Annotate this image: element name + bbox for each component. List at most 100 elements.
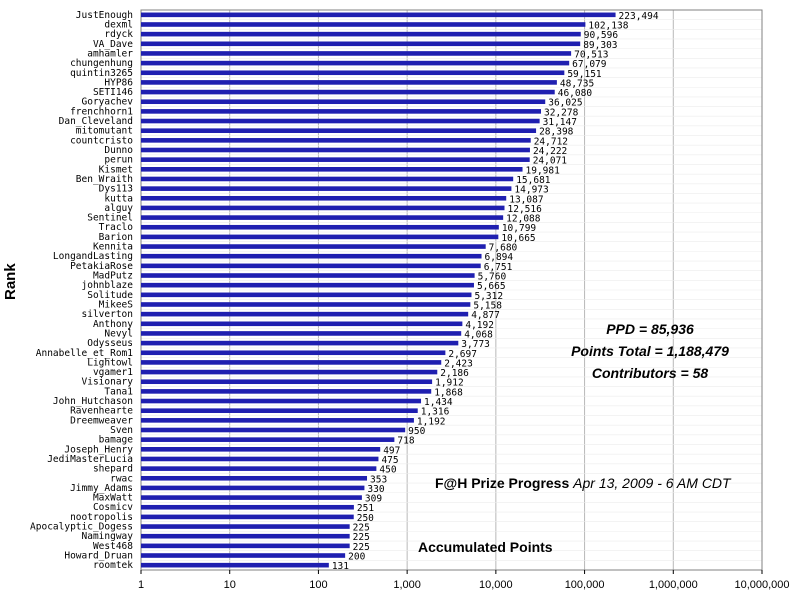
value-label-23: 10,665 bbox=[501, 233, 535, 244]
bar-46 bbox=[141, 456, 379, 462]
category-label-12: mitomutant bbox=[76, 126, 133, 137]
value-label-51: 251 bbox=[357, 503, 374, 514]
category-label-8: SETI146 bbox=[93, 87, 133, 98]
value-label-26: 6,751 bbox=[484, 262, 513, 273]
category-label-0: JustEnough bbox=[76, 10, 133, 21]
category-label-4: amhamler bbox=[87, 48, 133, 59]
category-label-11: Dan_Cleveland bbox=[59, 116, 133, 127]
category-label-37: vgamer1 bbox=[93, 367, 133, 378]
bar-8 bbox=[141, 89, 555, 95]
category-label-47: shepard bbox=[93, 464, 133, 475]
bar-50 bbox=[141, 495, 362, 500]
category-label-24: Kennita bbox=[93, 242, 133, 253]
bar-7 bbox=[141, 80, 557, 85]
bar-14 bbox=[141, 147, 530, 153]
bar-45 bbox=[141, 447, 381, 452]
contributors-text: Contributors = 58 bbox=[591, 365, 709, 381]
x-tick-label-1: 10 bbox=[224, 579, 236, 591]
category-label-16: Kismet bbox=[99, 164, 133, 175]
category-label-46: JediMasterLucia bbox=[47, 454, 133, 465]
bar-43 bbox=[141, 427, 406, 433]
value-label-40: 1,434 bbox=[424, 397, 453, 408]
bar-51 bbox=[141, 504, 354, 510]
bar-35 bbox=[141, 350, 446, 356]
bar-29 bbox=[141, 292, 472, 298]
bar-53 bbox=[141, 524, 350, 529]
value-label-39: 1,868 bbox=[434, 387, 463, 398]
category-label-5: chungenhung bbox=[70, 58, 133, 69]
bar-12 bbox=[141, 128, 537, 133]
category-label-40: John_Hutchason bbox=[53, 396, 133, 407]
bar-27 bbox=[141, 273, 475, 278]
bar-15 bbox=[141, 157, 530, 162]
bar-5 bbox=[141, 60, 570, 66]
category-label-14: Dunno bbox=[104, 145, 133, 156]
value-label-7: 48,735 bbox=[560, 78, 594, 89]
category-label-48: rwac bbox=[110, 473, 133, 484]
value-label-55: 225 bbox=[353, 542, 370, 553]
category-label-18: Dys113 bbox=[99, 184, 133, 195]
value-label-57: 131 bbox=[332, 561, 349, 572]
x-tick-label-3: 1,000 bbox=[393, 579, 421, 591]
value-label-47: 450 bbox=[379, 465, 396, 476]
value-label-30: 5,158 bbox=[473, 300, 502, 311]
bar-6 bbox=[141, 70, 565, 76]
bar-25 bbox=[141, 253, 482, 259]
value-label-36: 2,423 bbox=[444, 358, 473, 369]
bar-54 bbox=[141, 533, 350, 539]
value-label-38: 1,912 bbox=[435, 378, 464, 389]
category-label-44: bamage bbox=[99, 435, 134, 446]
value-label-31: 4,877 bbox=[471, 310, 500, 321]
bar-42 bbox=[141, 418, 414, 423]
category-label-28: johnblaze bbox=[82, 280, 134, 291]
stats-panel: PPD = 85,936 Points Total = 1,188,479 Co… bbox=[520, 318, 780, 384]
category-label-19: kutta bbox=[104, 193, 133, 204]
bar-26 bbox=[141, 263, 481, 269]
value-label-16: 19,981 bbox=[526, 165, 561, 176]
category-label-7: HYP86 bbox=[104, 77, 133, 88]
value-label-44: 718 bbox=[397, 436, 414, 447]
bar-40 bbox=[141, 398, 422, 404]
category-label-56: Howard_Druan bbox=[64, 551, 133, 562]
value-label-53: 225 bbox=[353, 523, 370, 534]
value-label-43: 950 bbox=[408, 426, 425, 437]
value-label-14: 24,222 bbox=[533, 146, 567, 157]
value-label-0: 223,494 bbox=[619, 11, 659, 22]
bar-36 bbox=[141, 360, 442, 365]
x-tick-label-4: 10,000 bbox=[479, 579, 513, 591]
category-label-45: Joseph_Henry bbox=[64, 444, 133, 455]
category-label-55: West468 bbox=[93, 541, 133, 552]
x-tick-label-6: 1,000,000 bbox=[649, 579, 698, 591]
value-label-24: 7,680 bbox=[489, 243, 518, 254]
value-label-35: 2,697 bbox=[448, 349, 477, 360]
bar-0 bbox=[141, 12, 616, 18]
category-label-31: silverton bbox=[82, 309, 133, 320]
category-label-51: Cosmicv bbox=[93, 502, 133, 513]
category-label-57: roomtek bbox=[93, 560, 133, 571]
value-label-28: 5,665 bbox=[477, 281, 506, 292]
x-tick-label-0: 1 bbox=[138, 579, 144, 591]
value-label-25: 6,894 bbox=[485, 252, 514, 263]
category-label-41: Ravenhearte bbox=[70, 406, 133, 417]
value-label-56: 200 bbox=[348, 552, 365, 563]
bar-28 bbox=[141, 282, 474, 288]
bar-13 bbox=[141, 138, 531, 143]
points-total-text: Points Total = 1,188,479 bbox=[571, 343, 729, 359]
bar-3 bbox=[141, 41, 581, 47]
value-label-48: 353 bbox=[370, 474, 387, 485]
category-label-43: Sven bbox=[110, 425, 133, 436]
value-label-17: 15,681 bbox=[516, 175, 551, 186]
value-label-1: 102,138 bbox=[588, 20, 628, 31]
category-label-38: Visionary bbox=[82, 377, 134, 388]
category-label-2: rdyck bbox=[104, 29, 133, 40]
bar-32 bbox=[141, 321, 463, 327]
value-label-52: 250 bbox=[357, 513, 374, 524]
value-label-4: 70,513 bbox=[574, 49, 608, 60]
value-label-45: 497 bbox=[383, 445, 400, 456]
bar-1 bbox=[141, 22, 586, 27]
category-label-25: LongandLasting bbox=[53, 251, 133, 262]
category-label-10: frenchhorn1 bbox=[70, 106, 133, 117]
bar-10 bbox=[141, 109, 542, 114]
category-label-20: alguy bbox=[104, 203, 133, 214]
bar-56 bbox=[141, 553, 346, 558]
